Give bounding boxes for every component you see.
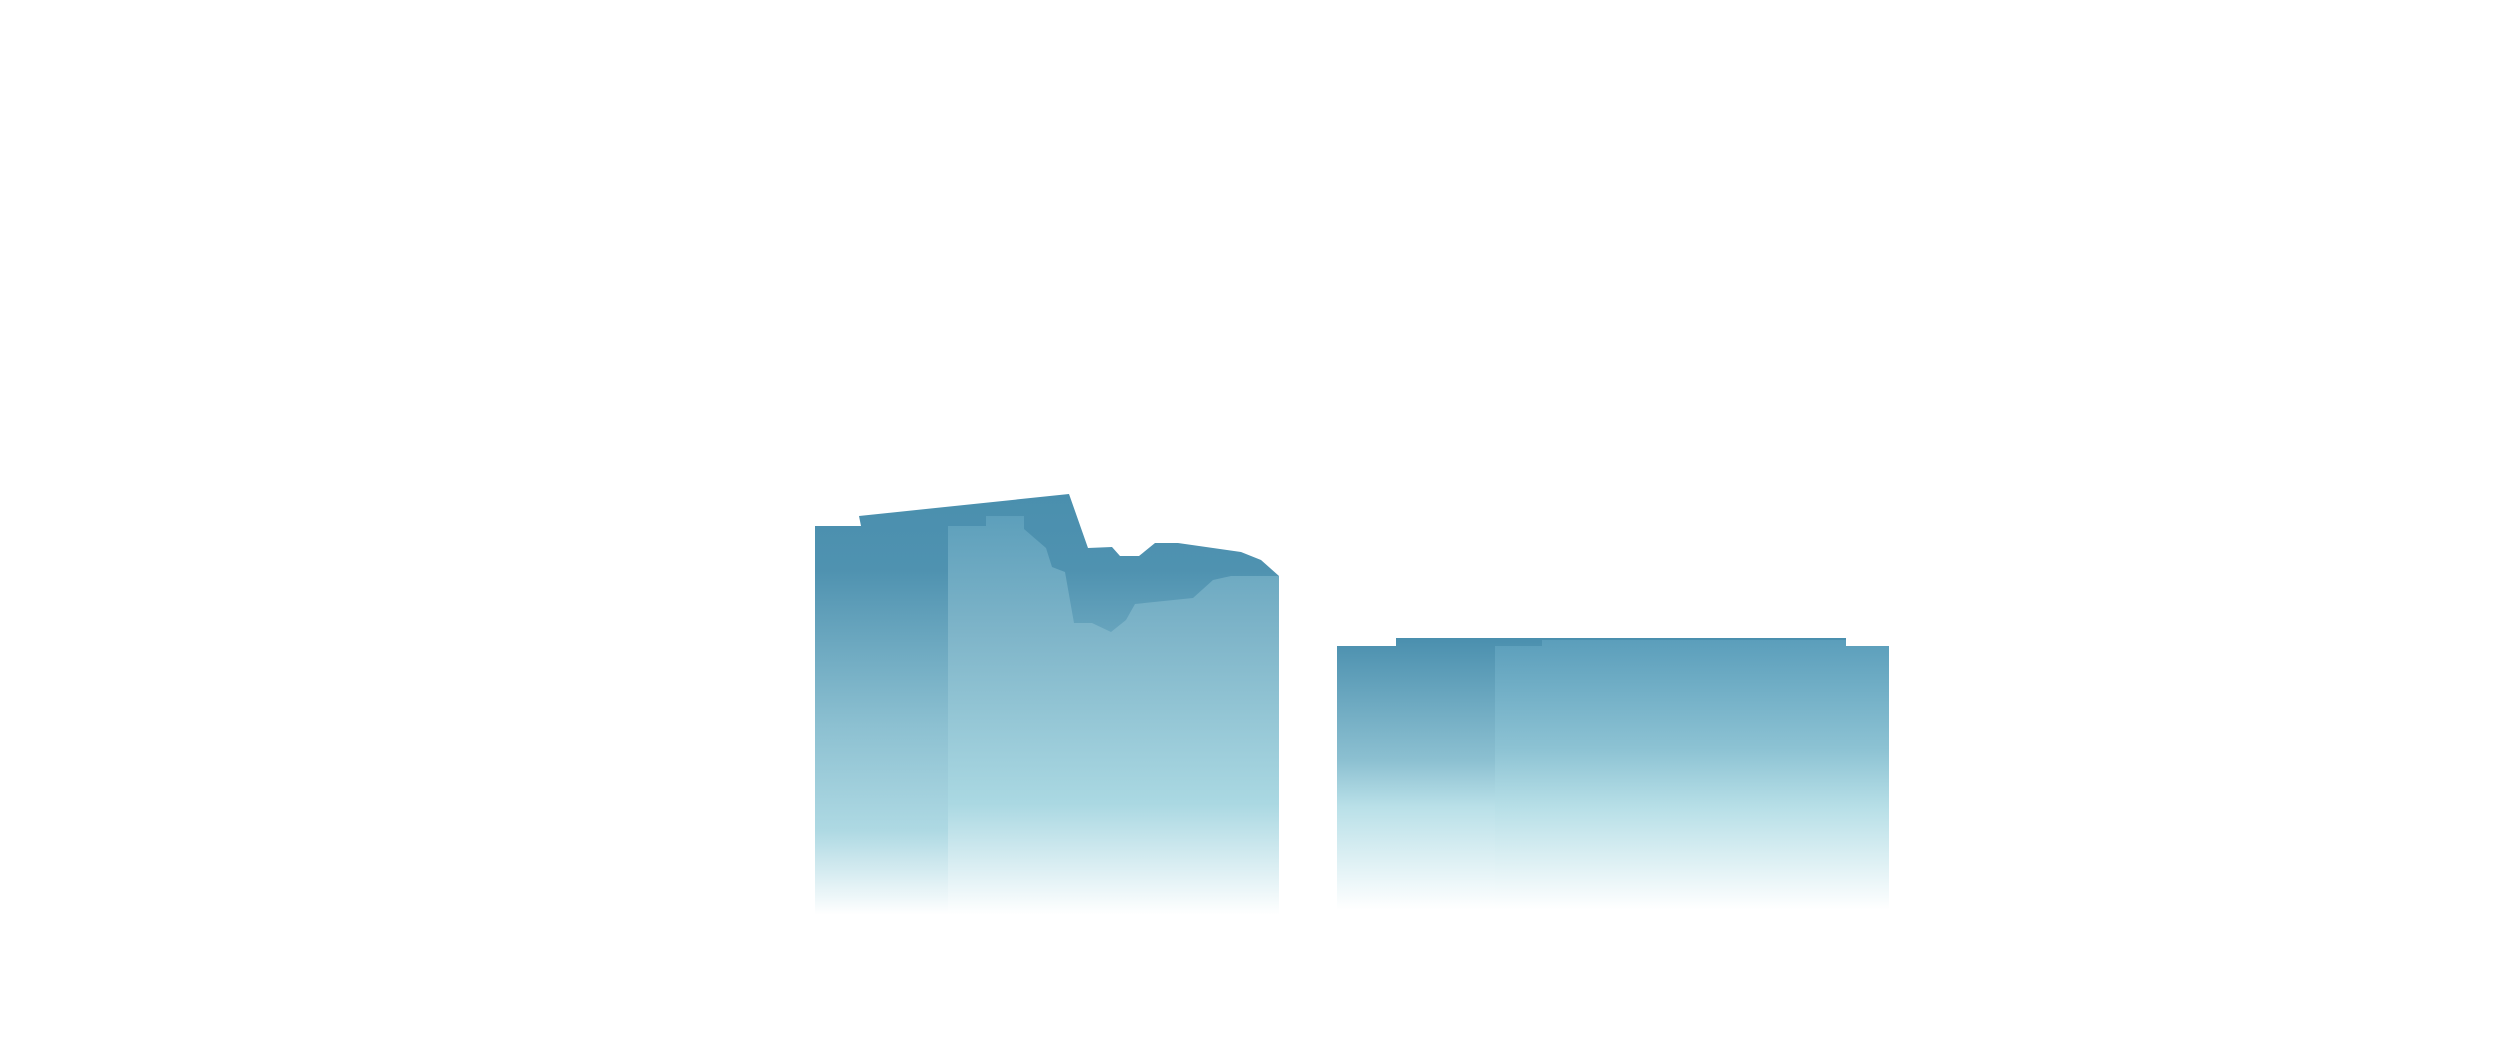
right-block xyxy=(1337,638,1889,910)
right-block-front-layer xyxy=(1495,640,1889,910)
left-block-front-layer xyxy=(948,516,1279,915)
left-block xyxy=(815,494,1279,915)
